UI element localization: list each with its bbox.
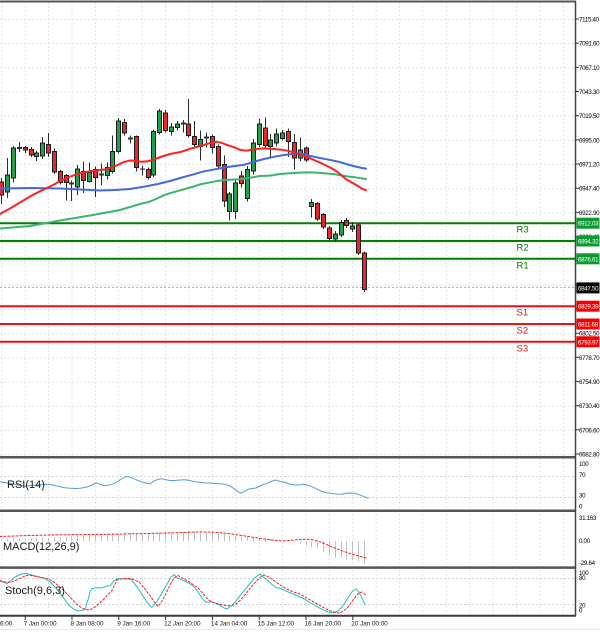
svg-text:8 Jan 08:00: 8 Jan 08:00 bbox=[71, 621, 104, 628]
svg-text:9 Jan 16:00: 9 Jan 16:00 bbox=[117, 621, 150, 628]
svg-text:6811.68: 6811.68 bbox=[578, 322, 599, 329]
svg-text:0.00: 0.00 bbox=[579, 538, 591, 545]
svg-text:0: 0 bbox=[579, 608, 583, 615]
svg-text:R3: R3 bbox=[517, 225, 529, 236]
svg-text:S1: S1 bbox=[517, 308, 529, 319]
svg-text:6876.61: 6876.61 bbox=[578, 256, 599, 263]
svg-text:6947.40: 6947.40 bbox=[579, 186, 600, 193]
svg-text:15 Jan 12:00: 15 Jan 12:00 bbox=[258, 621, 295, 628]
svg-text:20 Jan 00:00: 20 Jan 00:00 bbox=[351, 621, 388, 628]
svg-text:7067.10: 7067.10 bbox=[579, 65, 600, 72]
svg-text:80: 80 bbox=[579, 575, 586, 582]
svg-text:6778.70: 6778.70 bbox=[579, 355, 600, 362]
svg-text:6682.80: 6682.80 bbox=[579, 452, 600, 459]
svg-text:12 Jan 20:00: 12 Jan 20:00 bbox=[164, 621, 201, 628]
svg-text:70: 70 bbox=[579, 472, 586, 479]
svg-text:7019.50: 7019.50 bbox=[579, 113, 600, 120]
svg-text:S3: S3 bbox=[517, 343, 529, 354]
svg-text:30: 30 bbox=[579, 493, 586, 500]
svg-text:100: 100 bbox=[579, 461, 589, 468]
svg-text:6922.90: 6922.90 bbox=[579, 210, 600, 217]
svg-text:7091.60: 7091.60 bbox=[579, 41, 600, 48]
svg-text:S2: S2 bbox=[517, 326, 529, 337]
svg-text:7 Jan 00:00: 7 Jan 00:00 bbox=[24, 621, 57, 628]
svg-text:6802.50: 6802.50 bbox=[579, 331, 600, 338]
svg-text:20: 20 bbox=[579, 603, 586, 610]
svg-text:7043.30: 7043.30 bbox=[579, 89, 600, 96]
svg-text:7115.40: 7115.40 bbox=[579, 17, 600, 24]
svg-text:6754.90: 6754.90 bbox=[579, 379, 600, 386]
svg-text:14 Jan 04:00: 14 Jan 04:00 bbox=[211, 621, 248, 628]
svg-text:MACD(12,26,9): MACD(12,26,9) bbox=[3, 541, 79, 553]
svg-text:6894.32: 6894.32 bbox=[578, 239, 599, 246]
svg-text:6793.97: 6793.97 bbox=[578, 339, 599, 346]
svg-text:31.163: 31.163 bbox=[579, 515, 597, 522]
svg-text:-29.64: -29.64 bbox=[579, 560, 596, 567]
svg-text:RSI(14): RSI(14) bbox=[7, 479, 45, 491]
svg-text:6847.50: 6847.50 bbox=[578, 285, 599, 292]
svg-text:6829.39: 6829.39 bbox=[578, 304, 599, 311]
svg-text:Stoch(9,6,3): Stoch(9,6,3) bbox=[5, 585, 65, 597]
svg-text:6730.40: 6730.40 bbox=[579, 403, 600, 410]
svg-text:R1: R1 bbox=[517, 260, 529, 271]
svg-text:0: 0 bbox=[579, 504, 583, 511]
svg-text:100: 100 bbox=[579, 570, 589, 577]
svg-text:6912.03: 6912.03 bbox=[578, 221, 599, 228]
svg-text:6706.60: 6706.60 bbox=[579, 427, 600, 434]
svg-text:6:00: 6:00 bbox=[0, 621, 13, 628]
svg-text:6971.20: 6971.20 bbox=[579, 162, 600, 169]
svg-text:R2: R2 bbox=[517, 243, 529, 254]
svg-text:16 Jan 20:00: 16 Jan 20:00 bbox=[305, 621, 342, 628]
svg-text:6995.00: 6995.00 bbox=[579, 137, 600, 144]
